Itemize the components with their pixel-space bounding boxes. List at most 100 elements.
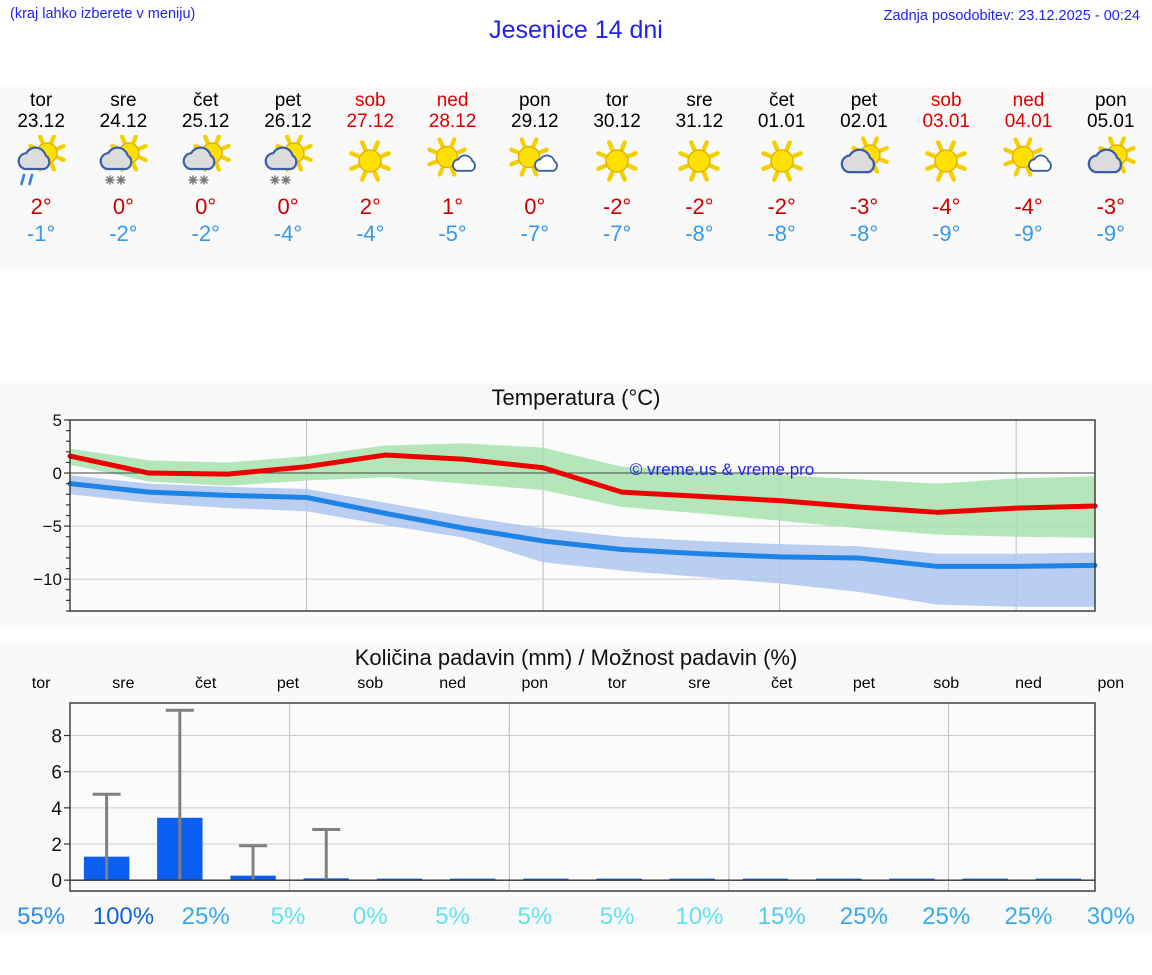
precip-probability: 25% [839,903,888,930]
day-column-10[interactable]: pet 02.01 -3° -8° [823,87,905,269]
precip-day-label: pon [1097,675,1125,692]
svg-text:6: 6 [51,763,62,784]
last-updated: Zadnja posodobitev: 23.12.2025 - 00:24 [883,8,1140,24]
day-name: pet [850,90,878,111]
day-column-0[interactable]: tor 23.12 2° -1° [0,87,82,269]
temp-max: 1° [442,194,464,219]
day-name: sre [686,90,713,111]
temp-max: 0° [112,194,134,219]
day-name: tor [606,90,629,111]
day-date: 26.12 [264,111,312,132]
day-date: 28.12 [428,111,477,132]
precip-day-label: sob [357,675,384,692]
temp-max: 0° [524,194,546,219]
precip-probability: 5% [270,903,306,930]
day-name: pon [518,90,551,111]
temp-max: -3° [849,194,879,219]
precip-day-label: ned [1015,675,1042,692]
day-date: 31.12 [675,111,724,132]
temp-max: 0° [195,194,217,219]
day-column-2[interactable]: čet 25.12 0° -2° [165,87,247,269]
precip-probability: 5% [517,903,553,930]
precip-probability: 55% [17,903,66,930]
precipitation-chart-title: Količina padavin (mm) / Možnost padavin … [354,645,798,670]
temp-min: -2° [109,221,138,246]
svg-text:0: 0 [51,871,62,892]
day-date: 01.01 [757,111,806,132]
day-column-12[interactable]: ned 04.01 -4° -9° [987,87,1069,269]
page-title: Jesenice 14 dni [489,16,663,44]
day-column-11[interactable]: sob 03.01 -4° -9° [905,87,987,269]
temp-max: -2° [685,194,714,219]
precip-probability: 5% [599,903,635,930]
day-date: 29.12 [511,111,559,132]
day-column-9[interactable]: čet 01.01 -2° -8° [741,87,823,269]
day-column-3[interactable]: pet 26.12 0° -4° [247,87,329,269]
day-date: 03.01 [922,111,970,132]
sun-cloud-snow-icon [175,135,237,191]
temp-min: -7° [520,221,549,246]
precip-day-label: sre [688,675,711,692]
day-column-5[interactable]: ned 28.12 1° -5° [411,87,493,269]
svg-text:−10: −10 [33,570,62,589]
sun-cloud-icon [1080,135,1142,191]
day-date: 02.01 [840,111,888,132]
day-name: sob [354,90,386,111]
day-name: pon [1094,90,1127,111]
temperature-chart-panel: Temperatura (°C) 5 0 −5 −10 © vreme.us & vre… [0,383,1152,628]
day-date: 05.01 [1087,111,1135,132]
sun-icon [751,135,813,191]
temp-max: -3° [1096,194,1125,219]
daily-forecast-strip: tor 23.12 2° -1° sre 24.12 0° -2° čet 25.12 0° -… [0,87,1152,269]
precip-probability: 0% [352,903,388,930]
day-column-13[interactable]: pon 05.01 -3° -9° [1070,87,1152,269]
precip-day-label: sre [112,675,135,692]
day-name: pet [274,90,302,111]
day-column-8[interactable]: sre 31.12 -2° -8° [658,87,740,269]
temp-min: -9° [932,221,961,246]
precip-probability: 25% [181,903,230,930]
temp-max: 2° [30,194,52,219]
day-name: sob [930,90,962,111]
precip-probability: 5% [435,903,470,930]
precip-day-label: tor [607,675,627,692]
sun-smallcloud-icon [422,135,484,191]
day-column-1[interactable]: sre 24.12 0° -2° [82,87,164,269]
svg-text:© vreme.us & vreme.pro: © vreme.us & vreme.pro [630,460,814,479]
precipitation-probability-row: 55% 100% 25% 5% 0% 5% 5% 5% 10% 15% 25% 25% 25% 30% [0,903,1152,931]
day-column-6[interactable]: pon 29.12 0° -7° [494,87,576,269]
temp-min: -2° [191,221,220,246]
day-name: čet [768,90,795,111]
temp-max: -4° [932,194,961,219]
sun-cloud-icon [833,135,895,191]
day-date: 30.12 [593,111,641,132]
temp-min: -4° [356,221,385,246]
temp-min: -7° [602,221,632,246]
day-date: 23.12 [17,111,65,132]
day-date: 04.01 [1004,111,1053,132]
precip-day-label: pet [276,675,300,692]
day-name: tor [30,90,53,111]
precip-probability: 25% [1004,903,1053,930]
precip-probability: 30% [1086,903,1135,930]
temp-min: -4° [273,221,303,246]
precip-day-label: čet [195,675,217,692]
precip-day-label: tor [31,675,51,692]
precip-probability: 25% [922,903,971,930]
temp-min: -9° [1096,221,1125,246]
day-date: 24.12 [99,111,148,132]
page-header: (kraj lahko izberete v meniju) Jesenice … [0,0,1152,60]
sun-cloud-snow-icon [92,135,154,191]
sun-smallcloud-icon [998,135,1060,191]
day-column-7[interactable]: tor 30.12 -2° -7° [576,87,658,269]
day-date: 25.12 [181,111,230,132]
precip-day-label: čet [771,675,793,692]
svg-text:4: 4 [51,799,62,820]
day-column-4[interactable]: sob 27.12 2° -4° [329,87,411,269]
sun-cloud-snow-icon [257,135,319,191]
precipitation-chart-panel: Količina padavin (mm) / Možnost padavin … [0,643,1152,933]
temp-min: -9° [1014,221,1043,246]
temp-max: -2° [602,194,632,219]
svg-text:0: 0 [53,464,62,483]
temp-min: -1° [26,221,56,246]
